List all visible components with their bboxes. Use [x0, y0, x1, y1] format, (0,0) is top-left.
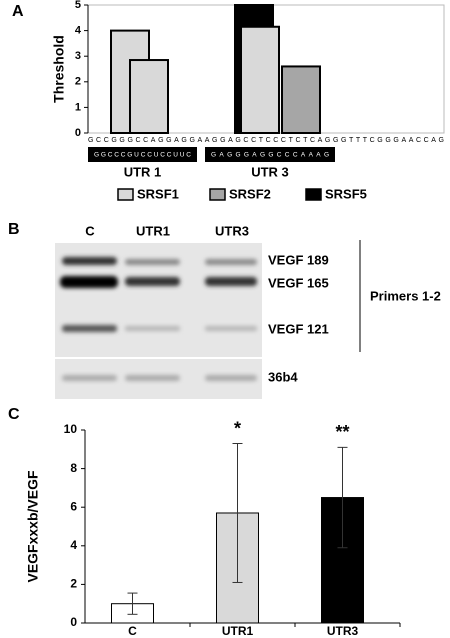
- y-tick-label: 0: [75, 127, 81, 139]
- legend-label: SRSF2: [229, 186, 271, 201]
- bar: [281, 65, 321, 134]
- y-tick-label: 0: [70, 615, 77, 629]
- legend-label: SRSF1: [137, 186, 179, 201]
- group-label: UTR 3: [251, 164, 289, 179]
- gel-bands: [60, 257, 257, 381]
- band: [205, 375, 257, 381]
- panel-label: B: [8, 221, 20, 238]
- band: [125, 259, 180, 265]
- y-tick-label: 6: [70, 499, 77, 513]
- significance: **: [335, 422, 349, 442]
- y-tick-label: 4: [75, 25, 82, 37]
- legend-label: SRSF5: [325, 186, 367, 201]
- y-tick-label: 8: [70, 461, 77, 475]
- band: [60, 276, 118, 288]
- lane-label: C: [85, 223, 95, 238]
- band-label: 36b4: [268, 369, 298, 384]
- primer-label: Primers 1-2: [370, 288, 441, 303]
- band-label: VEGF 165: [268, 275, 329, 290]
- bar: [129, 59, 169, 134]
- x-tick-label: UTR3: [327, 624, 359, 638]
- y-axis-label: Threshold: [51, 35, 67, 103]
- band: [62, 257, 117, 265]
- y-axis-label: VEGFxxxb/VEGF: [25, 470, 41, 582]
- legend-swatch: [117, 188, 134, 201]
- band: [62, 375, 117, 381]
- band: [205, 259, 257, 265]
- sequence: GCCGGGCCAGGAGGAAGGAGCCTCCCTCTCAGGGTTTCGG…: [88, 137, 444, 144]
- group-label: UTR 1: [124, 164, 162, 179]
- utr-sequence: GGCCCGUCCUCCUUC: [94, 152, 191, 159]
- band-label: VEGF 189: [268, 252, 329, 267]
- y-tick-label: 1: [75, 101, 81, 113]
- panel-label: C: [8, 406, 20, 423]
- band: [205, 326, 257, 331]
- y-tick-label: 2: [75, 76, 81, 88]
- legend-swatch: [305, 188, 322, 201]
- band: [62, 325, 117, 332]
- panel-label: A: [12, 3, 24, 20]
- legend-swatch: [209, 188, 226, 201]
- band: [125, 375, 180, 381]
- utr-sequence: GAGGGAGGCCCAAAG: [211, 152, 329, 159]
- x-tick-label: C: [128, 624, 137, 638]
- band: [125, 277, 180, 286]
- lane-label: UTR3: [215, 223, 249, 238]
- significance: *: [234, 418, 241, 438]
- band: [205, 277, 257, 286]
- y-tick-label: 5: [75, 0, 81, 11]
- band: [125, 326, 180, 331]
- y-tick-label: 4: [70, 538, 77, 552]
- band-label: VEGF 121: [268, 321, 329, 336]
- utr-box: [205, 147, 335, 162]
- x-tick-label: UTR1: [222, 624, 254, 638]
- bar: [240, 25, 280, 134]
- lane-label: UTR1: [136, 223, 170, 238]
- y-tick-label: 10: [64, 422, 78, 436]
- y-tick-label: 2: [70, 577, 77, 591]
- utr-box: [88, 147, 197, 162]
- y-tick-label: 3: [75, 50, 81, 62]
